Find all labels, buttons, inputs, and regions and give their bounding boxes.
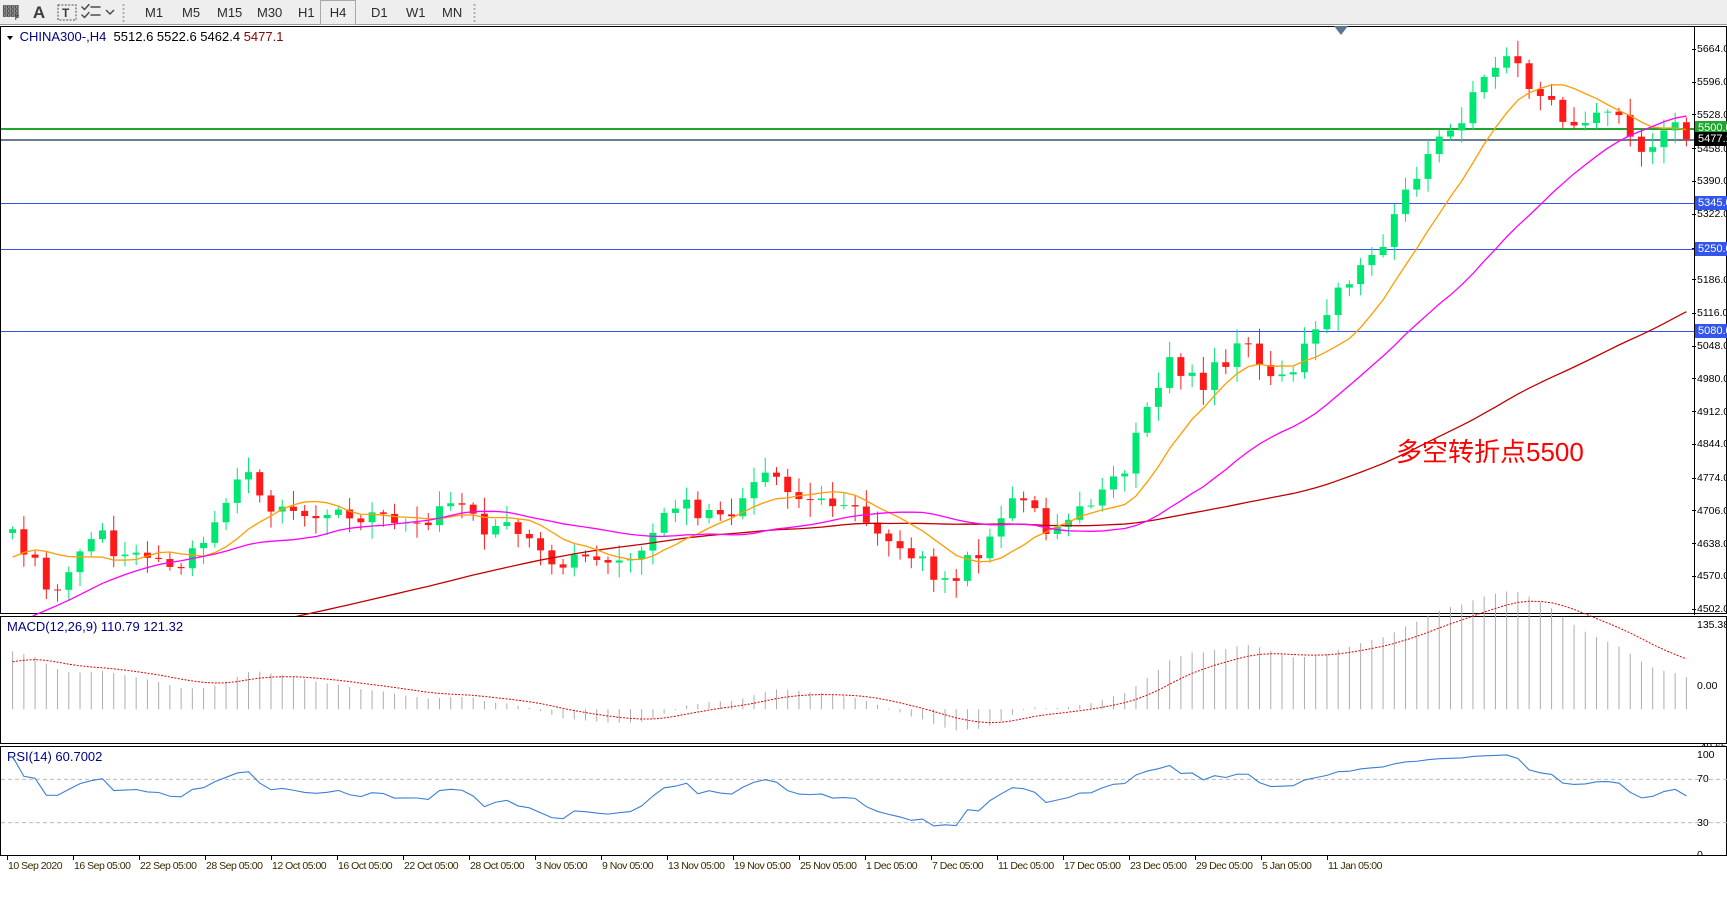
svg-text:T: T [62,6,70,20]
svg-text:F: F [15,13,20,22]
